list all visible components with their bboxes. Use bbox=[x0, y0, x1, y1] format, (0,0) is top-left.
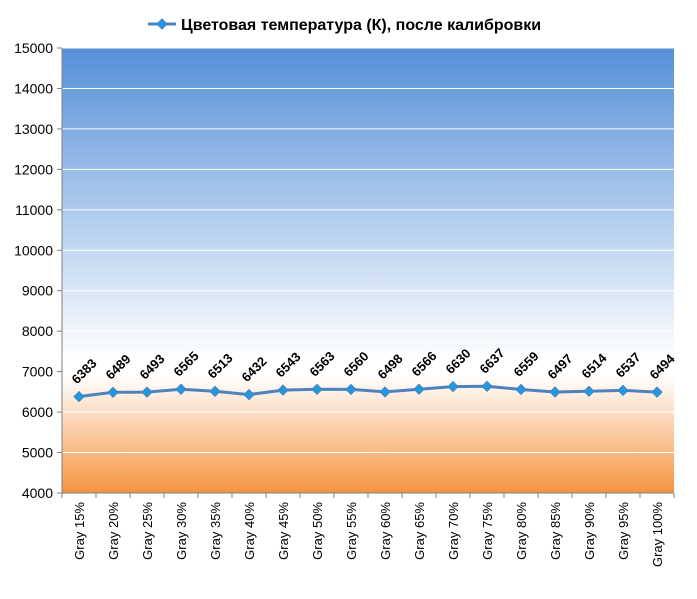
data-point bbox=[651, 386, 663, 398]
y-tick-label: 9000 bbox=[22, 283, 53, 299]
data-point bbox=[175, 383, 187, 395]
y-tick-label: 14000 bbox=[14, 80, 53, 96]
gridlines bbox=[62, 47, 674, 494]
y-tick-label: 4000 bbox=[22, 485, 53, 501]
y-tick-label: 8000 bbox=[22, 323, 53, 339]
data-point bbox=[447, 380, 459, 393]
chart-title: Цветовая температура (К), после калибров… bbox=[181, 17, 541, 34]
x-tick-label: Gray 30% bbox=[174, 502, 189, 560]
data-point bbox=[243, 388, 255, 401]
legend-marker bbox=[156, 18, 168, 30]
chart-legend: Цветовая температура (К), после калибров… bbox=[148, 17, 541, 34]
series-line bbox=[78, 384, 658, 399]
x-tick-label: Gray 35% bbox=[208, 502, 223, 560]
x-tick-label: Gray 85% bbox=[548, 502, 563, 560]
x-tick-label: Gray 55% bbox=[344, 502, 359, 560]
x-tick-label: Gray 90% bbox=[582, 502, 597, 560]
series-line-group bbox=[73, 380, 663, 403]
data-point bbox=[583, 385, 595, 398]
y-tick-label: 6000 bbox=[22, 404, 53, 420]
x-tick-label: Gray 60% bbox=[378, 502, 393, 560]
data-point bbox=[277, 384, 289, 396]
x-tick-label: Gray 20% bbox=[106, 502, 121, 560]
data-point bbox=[481, 380, 493, 393]
data-point bbox=[209, 385, 221, 398]
x-tick-label: Gray 75% bbox=[480, 502, 495, 560]
x-tick-label: Gray 45% bbox=[276, 502, 291, 560]
y-axis-ticks: 4000 5000 6000 7000 8000 9000 10000 11000 12000 1… bbox=[14, 40, 62, 501]
y-tick-label: 11000 bbox=[15, 202, 53, 218]
data-point bbox=[549, 386, 561, 398]
y-tick-label: 5000 bbox=[22, 445, 53, 461]
x-tick-label: Gray 80% bbox=[514, 502, 529, 560]
x-axis-ticks: Gray 15% Gray 20% Gray 25% Gray 30% Gray 35%… bbox=[61, 493, 675, 567]
y-tick-label: 12000 bbox=[14, 161, 53, 177]
x-tick-label: Gray 100% bbox=[650, 502, 665, 567]
y-tick-label: 10000 bbox=[14, 242, 53, 258]
data-point bbox=[311, 383, 323, 396]
data-point bbox=[515, 383, 527, 396]
data-point bbox=[413, 383, 425, 395]
data-point bbox=[141, 386, 153, 398]
data-point bbox=[617, 384, 629, 397]
x-tick-label: Gray 65% bbox=[412, 502, 427, 560]
x-tick-label: Gray 70% bbox=[446, 502, 461, 560]
y-tick-label: 15000 bbox=[14, 40, 53, 56]
x-tick-label: Gray 50% bbox=[310, 502, 325, 560]
data-point bbox=[345, 383, 357, 396]
y-tick-label: 13000 bbox=[14, 121, 53, 137]
data-point bbox=[73, 390, 85, 403]
x-tick-label: Gray 40% bbox=[242, 502, 257, 560]
data-point bbox=[107, 386, 119, 399]
x-tick-label: Gray 25% bbox=[140, 502, 155, 560]
data-point bbox=[379, 386, 391, 398]
x-tick-label: Gray 95% bbox=[616, 502, 631, 560]
x-tick-label: Gray 15% bbox=[72, 502, 87, 560]
y-tick-label: 7000 bbox=[22, 364, 53, 380]
plot-area bbox=[62, 48, 674, 493]
